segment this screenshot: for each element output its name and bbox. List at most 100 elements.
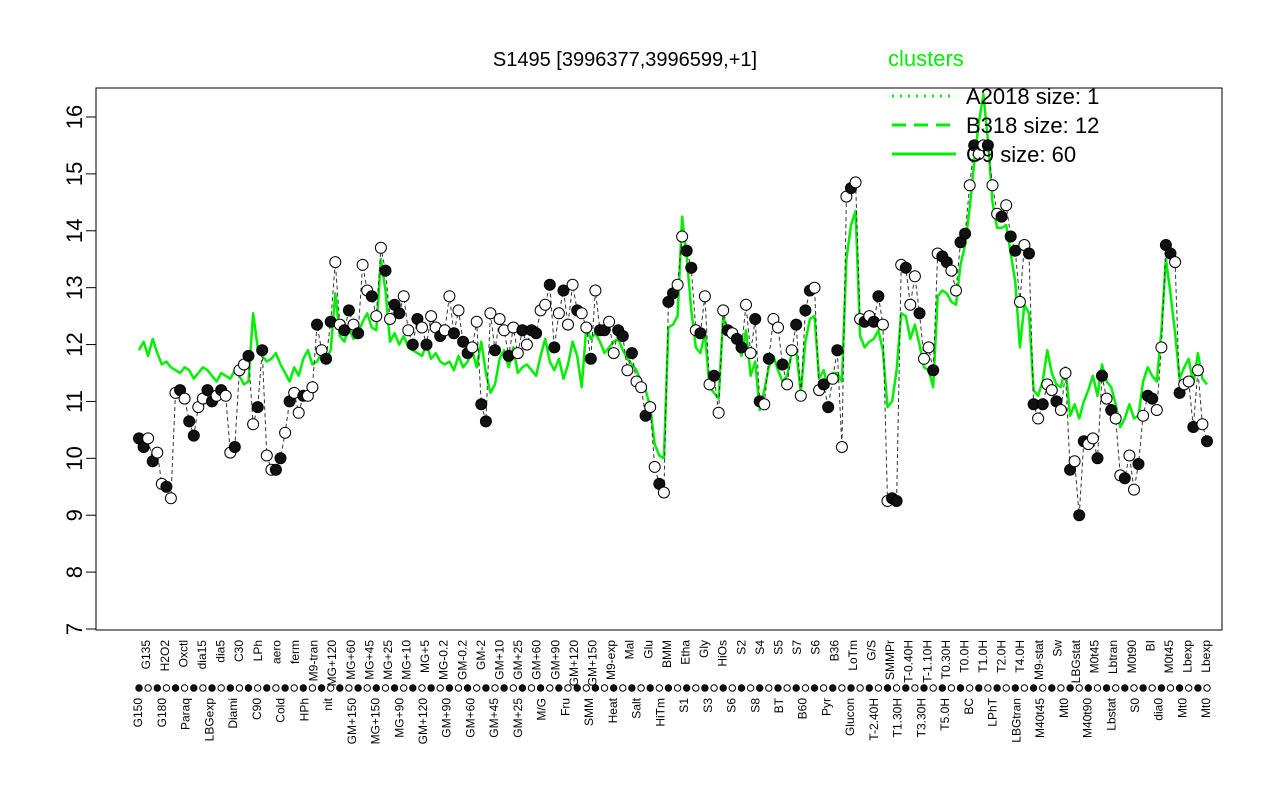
sample-dashed-line [138,143,1208,516]
data-point [1201,435,1213,448]
x-tick-label-top: S4 [753,640,767,655]
x-sample-marker [308,684,317,692]
legend-label: A2018 size: 1 [966,84,1099,109]
data-point [520,338,533,351]
cluster-lines [137,92,1208,460]
data-point [475,398,488,411]
x-sample-marker [911,684,919,692]
x-sample-marker [1020,684,1029,692]
y-tick-label: 16 [62,105,87,129]
data-point [758,398,771,411]
x-sample-marker [1175,684,1184,692]
data-point [1191,364,1204,377]
data-point [607,347,620,360]
data-point [735,341,748,354]
x-tick-label-top: GM-2 [474,640,488,670]
data-point [142,432,155,445]
data-point [1123,449,1136,462]
x-sample-marker [600,684,609,692]
x-tick-label-top: MG+45 [362,640,376,680]
data-point [1045,384,1058,397]
x-sample-marker [436,684,444,692]
x-sample-marker [655,684,663,692]
x-tick-label-top: GM+120 [567,640,581,687]
data-point [740,298,752,311]
data-point [151,446,164,459]
x-sample-marker [1148,684,1156,692]
x-tick-label-top: GM+150 [585,640,599,687]
x-sample-marker [1102,684,1111,692]
x-tick-label-top: T-0.40H [902,640,916,683]
data-point [922,341,935,354]
data-point [708,369,721,382]
data-point [1091,452,1104,465]
data-point [247,418,260,431]
x-tick-label-top: MG+120 [325,640,339,687]
x-tick-label-bottom: T1.30H [891,698,905,737]
x-sample-marker [947,684,956,692]
data-point [292,406,305,419]
x-sample-marker [1048,684,1056,692]
data-point [635,381,648,394]
x-tick-label-top: LBGstat [1069,639,1083,683]
x-sample-marker [966,684,974,692]
x-sample-marker [765,684,773,692]
x-sample-marker [829,684,837,692]
data-point [890,495,903,507]
x-sample-marker [701,684,709,692]
legend: clusters A2018 size: 1 B318 size: 12 C9 si… [888,46,1099,167]
series-line-c9 [137,92,1208,460]
data-point [329,256,342,269]
data-point [927,364,940,377]
data-point [1023,247,1035,260]
x-tick-label-top: SMMPr [883,640,897,680]
legend-label: C9 size: 60 [966,142,1076,167]
x-tick-label-top: M9-tran [307,640,321,681]
x-tick-label-top: H2O2 [158,640,172,672]
x-tick-label-bottom: S6 [724,698,738,713]
x-sample-marker [180,684,189,692]
x-tick-label-bottom: M40t90 [1080,698,1094,738]
x-sample-marker [938,684,946,692]
y-tick-label: 7 [62,623,87,635]
data-point [178,392,191,405]
x-tick-label-bottom: B60 [796,698,810,720]
x-tick-label-top: Mal [623,640,637,659]
x-tick-label-bottom: GM+45 [487,698,501,738]
x-sample-marker [1075,684,1083,692]
data-point [794,389,807,402]
legend-label: B318 size: 12 [966,113,1099,138]
x-sample-marker [509,684,517,692]
x-tick-label-bottom: C90 [250,698,264,720]
x-sample-marker [144,684,152,692]
x-tick-label-bottom: Glucon [843,698,857,736]
x-sample-marker [345,684,353,692]
x-sample-marker [190,684,198,692]
x-tick-label-bottom: Heat [606,697,620,723]
data-point [1073,509,1086,522]
x-tick-label-top: Gly [697,640,711,658]
data-point [671,278,684,291]
x-tick-label-top: GM+60 [530,640,544,680]
x-sample-marker [956,684,965,692]
x-tick-label-top: Lbexp [1181,640,1195,673]
data-point [402,324,415,337]
data-point [256,344,269,357]
data-point [657,486,670,499]
data-point [1096,369,1108,382]
x-tick-label-bottom: Pyr [819,698,833,716]
x-tick-label-top: MG+10 [400,640,414,680]
data-point [749,313,762,325]
data-point [242,349,255,362]
legend-title: clusters [888,46,964,71]
x-sample-marker [171,684,180,692]
x-tick-label-top: T0.0H [957,640,971,673]
x-sample-marker [153,684,162,692]
x-tick-label-top: MG-0.2 [437,640,451,680]
data-point [406,338,419,351]
x-sample-marker [1039,684,1047,692]
data-point [543,278,556,291]
x-sample-marker [1194,684,1202,692]
x-sample-marker [810,684,819,692]
x-sample-marker [984,684,992,692]
